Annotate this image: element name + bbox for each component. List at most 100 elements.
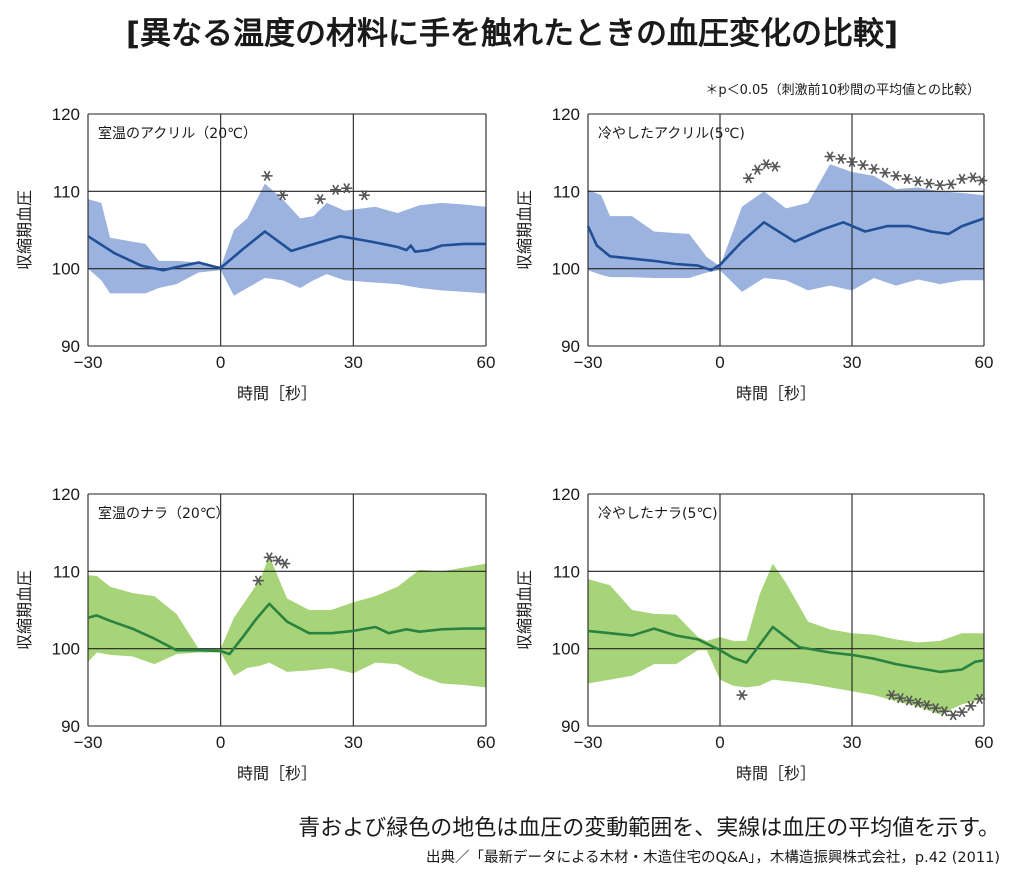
- x-axis-label: 時間［秒］: [237, 384, 317, 403]
- significance-asterisk: [947, 710, 959, 721]
- significance-asterisk: [894, 692, 906, 704]
- x-tick-label: 60: [975, 353, 994, 372]
- y-tick-label: 110: [53, 562, 80, 581]
- significance-asterisk: [846, 156, 858, 168]
- significance-asterisk: [263, 552, 275, 563]
- figure-caption: 青および緑色の地色は血圧の変動範囲を、実線は血圧の平均値を示す。: [298, 816, 1000, 841]
- y-tick-label: 100: [52, 260, 80, 279]
- x-tick-label: 30: [344, 733, 363, 752]
- y-axis-label: 収縮期血圧: [15, 570, 34, 650]
- x-tick-label: 60: [975, 733, 994, 752]
- significance-asterisk: [976, 175, 988, 186]
- significance-asterisk: [261, 170, 273, 182]
- y-tick-label: 100: [552, 640, 580, 659]
- x-tick-label: 30: [843, 353, 862, 372]
- y-tick-label: 100: [52, 640, 80, 659]
- x-tick-label: 30: [843, 733, 862, 752]
- y-tick-label: 90: [561, 337, 580, 356]
- x-tick-label: 0: [715, 733, 724, 752]
- x-tick-label: 0: [715, 353, 724, 372]
- significance-asterisk: [903, 695, 915, 706]
- significance-asterisk: [736, 689, 748, 701]
- y-tick-label: 90: [61, 717, 80, 736]
- variation-band: [88, 183, 486, 296]
- y-tick-label: 120: [552, 485, 580, 504]
- y-tick-label: 90: [61, 337, 80, 356]
- significance-asterisk: [341, 183, 353, 194]
- significance-asterisk: [974, 693, 986, 705]
- significance-asterisk: [912, 176, 924, 187]
- significance-asterisk: [901, 173, 913, 185]
- significance-asterisk: [890, 170, 902, 182]
- x-axis-label: 時間［秒］: [736, 384, 816, 403]
- y-tick-label: 90: [561, 717, 580, 736]
- x-axis-label: 時間［秒］: [237, 764, 317, 783]
- variation-band: [588, 164, 984, 292]
- source-citation: 出典／「最新データによる木材・木造住宅のQ&A」，木構造振興株式会社，p.42 …: [425, 850, 1000, 866]
- significance-asterisk: [967, 172, 979, 183]
- significance-asterisk: [945, 179, 957, 190]
- significance-asterisk: [857, 159, 869, 171]
- significance-note: ＊p＜0.05（刺激前10秒間の平均値との比較）: [705, 83, 980, 98]
- mean-line: [87, 230, 486, 272]
- significance-asterisk: [879, 167, 891, 178]
- chart-panel-room-temp-acrylic: 室温のアクリル（20℃） 90 100 110 120 −30 0 30 60 収縮期血圧時間［秒…: [15, 105, 495, 403]
- y-tick-label: 120: [52, 485, 80, 504]
- x-tick-label: −30: [74, 353, 103, 372]
- significance-asterisk: [921, 699, 933, 711]
- significance-asterisk: [314, 193, 326, 205]
- significance-asterisk: [912, 697, 924, 708]
- x-tick-label: 60: [477, 733, 496, 752]
- significance-asterisk: [868, 163, 880, 175]
- significance-asterisk: [743, 173, 755, 184]
- significance-asterisk: [930, 703, 942, 714]
- y-axis-label: 収縮期血圧: [515, 570, 534, 650]
- significance-asterisk: [760, 159, 772, 170]
- significance-asterisk: [835, 153, 847, 165]
- significance-asterisk: [938, 706, 950, 717]
- significance-asterisk: [824, 151, 836, 162]
- significance-asterisk: [769, 161, 781, 172]
- variation-band: [588, 563, 984, 715]
- panel-label: 冷やしたナラ(5℃): [598, 506, 718, 522]
- panel-label: 室温のナラ（20℃）: [98, 505, 230, 522]
- significance-asterisk: [923, 178, 935, 189]
- significance-asterisk: [358, 190, 370, 201]
- mean-line: [587, 625, 985, 674]
- significance-asterisk: [751, 164, 763, 175]
- panel-label: 冷やしたアクリル(5℃): [598, 126, 745, 142]
- x-tick-label: −30: [74, 733, 103, 752]
- x-tick-label: −30: [574, 353, 603, 372]
- x-axis-label: 時間［秒］: [736, 764, 816, 783]
- mean-line: [87, 602, 486, 656]
- y-axis-label: 収縮期血圧: [15, 190, 34, 270]
- significance-asterisk: [279, 558, 291, 569]
- x-tick-label: 0: [216, 733, 225, 752]
- x-tick-label: 60: [477, 353, 496, 372]
- significance-asterisk: [252, 575, 264, 586]
- chart-panel-cooled-acrylic: 冷やしたアクリル(5℃) 90 100 110 120 −30 0 30 60 収縮期血圧時間［秒…: [515, 105, 993, 403]
- significance-asterisk: [965, 700, 977, 712]
- y-tick-label: 110: [553, 182, 580, 201]
- significance-asterisk: [330, 184, 342, 195]
- x-tick-label: 30: [344, 353, 363, 372]
- y-tick-label: 120: [52, 105, 80, 124]
- x-tick-label: −30: [574, 733, 603, 752]
- significance-asterisk: [277, 190, 289, 201]
- significance-asterisk: [956, 706, 968, 718]
- y-tick-label: 100: [552, 260, 580, 279]
- y-tick-label: 110: [53, 182, 80, 201]
- x-tick-label: 0: [216, 353, 225, 372]
- panel-label: 室温のアクリル（20℃）: [98, 125, 257, 142]
- significance-asterisk: [956, 173, 968, 185]
- y-tick-label: 120: [552, 105, 580, 124]
- page-title: [異なる温度の材料に手を触れたときの血圧変化の比較]: [125, 16, 899, 52]
- y-tick-label: 110: [553, 562, 580, 581]
- significance-asterisk: [886, 689, 898, 701]
- mean-line: [586, 217, 985, 272]
- significance-asterisk: [934, 179, 946, 191]
- y-axis-label: 収縮期血圧: [515, 190, 534, 270]
